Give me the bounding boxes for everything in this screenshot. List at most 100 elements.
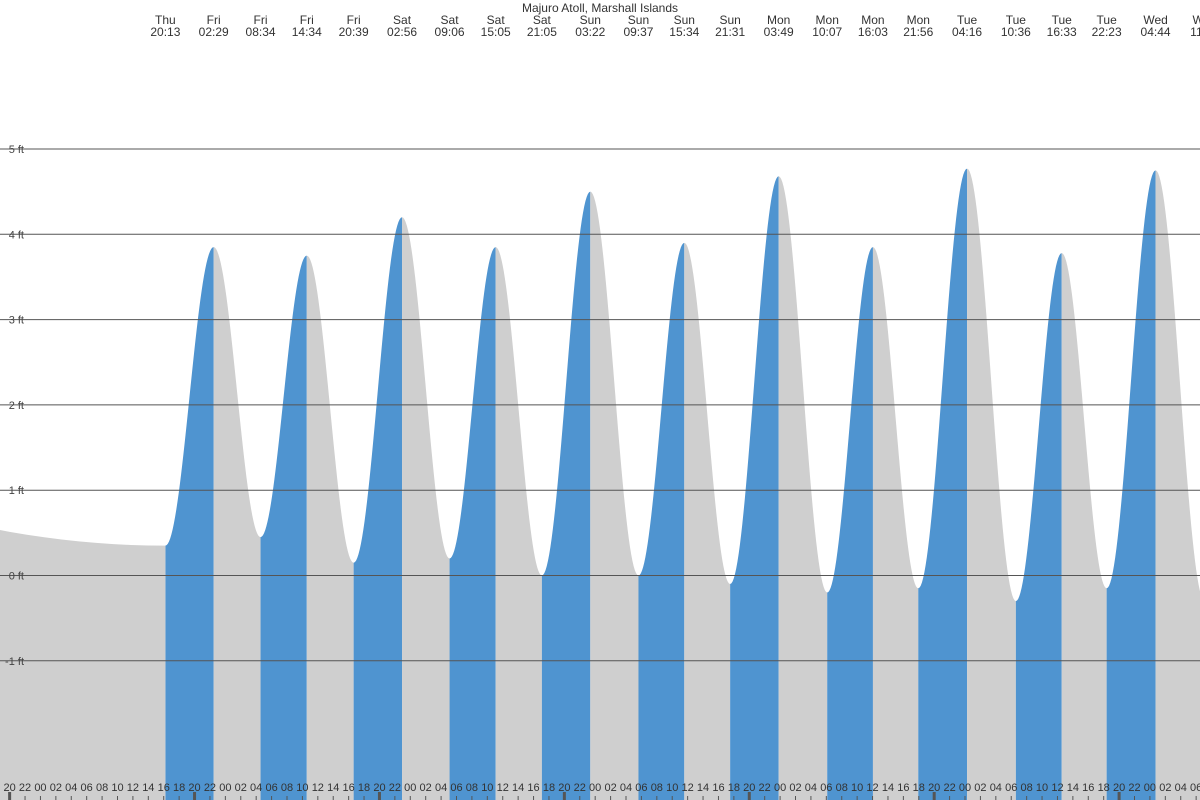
- extreme-time-labels: Thu20:13Fri02:29Fri08:34Fri14:34Fri20:39…: [150, 13, 1200, 39]
- x-axis-tick-label: 16: [527, 782, 539, 794]
- extreme-time-label: 10:07: [812, 25, 842, 39]
- x-axis-tick-label: 12: [1051, 782, 1063, 794]
- x-axis-tick-label: 06: [1005, 782, 1017, 794]
- x-axis-tick-label: 10: [296, 782, 308, 794]
- rising-tide-segment: [1106, 170, 1156, 800]
- chart-title: Majuro Atoll, Marshall Islands: [522, 1, 678, 15]
- rising-tide-segment: [353, 217, 403, 800]
- y-axis-labels: 5 ft 4 ft 3 ft 2 ft 1 ft 0 ft -1 ft: [5, 144, 24, 668]
- rising-tide-segment: [638, 242, 685, 800]
- x-axis-tick-label: 08: [96, 782, 108, 794]
- x-axis-tick-label: 22: [574, 782, 586, 794]
- extreme-day-label: Sat: [393, 13, 412, 27]
- extreme-day-label: Sun: [719, 13, 740, 27]
- extreme-time-label: 04:16: [952, 25, 982, 39]
- grid-lines: [0, 148, 1200, 662]
- extreme-day-label: Tue: [1052, 13, 1073, 27]
- x-axis-tick-label: 18: [913, 782, 925, 794]
- x-axis-tick-label: 12: [127, 782, 139, 794]
- x-axis-tick-label: 10: [666, 782, 678, 794]
- extreme-time-label: 16:03: [858, 25, 888, 39]
- x-axis-tick-label: 06: [81, 782, 93, 794]
- extreme-time-label: 04:44: [1141, 25, 1171, 39]
- x-axis-tick-label: 20: [373, 782, 385, 794]
- falling-tide-segment: [402, 217, 450, 800]
- x-axis-tick-label: 20: [1113, 782, 1125, 794]
- x-axis-tick-label: 00: [774, 782, 786, 794]
- extreme-day-label: Tue: [957, 13, 978, 27]
- tide-areas: [0, 168, 1200, 800]
- x-axis-tick-label: 22: [1128, 782, 1140, 794]
- x-axis-tick-label: 02: [789, 782, 801, 794]
- x-axis-tick-label: 10: [1036, 782, 1048, 794]
- extreme-day-label: Fri: [347, 13, 361, 27]
- x-axis-tick-label: 14: [697, 782, 709, 794]
- extreme-day-label: Tue: [1006, 13, 1027, 27]
- rising-tide-segment: [730, 176, 779, 800]
- x-axis-tick-label: 16: [712, 782, 724, 794]
- x-axis-tick-label: 00: [959, 782, 971, 794]
- extreme-day-label: Sun: [628, 13, 649, 27]
- x-axis-tick-label: 20: [928, 782, 940, 794]
- y-axis-label: 0 ft: [9, 571, 24, 583]
- x-axis-tick-label: 18: [173, 782, 185, 794]
- x-axis-tick-label: 10: [481, 782, 493, 794]
- x-axis-tick-label: 14: [512, 782, 524, 794]
- x-axis-tick-label: 06: [265, 782, 277, 794]
- x-axis-tick-label: 06: [635, 782, 647, 794]
- extreme-time-label: 21:05: [527, 25, 557, 39]
- extreme-time-label: 22:23: [1092, 25, 1122, 39]
- x-axis-tick-label: 02: [420, 782, 432, 794]
- x-axis-tick-label: 22: [389, 782, 401, 794]
- x-axis-tick-label: 08: [651, 782, 663, 794]
- extreme-time-label: 10:36: [1001, 25, 1031, 39]
- x-axis-tick-label: 20: [558, 782, 570, 794]
- x-axis-tick-label: 08: [281, 782, 293, 794]
- x-axis-tick-label: 04: [805, 782, 817, 794]
- x-axis-tick-label: 00: [589, 782, 601, 794]
- extreme-day-label: Mon: [816, 13, 839, 27]
- x-axis-tick-label: 18: [358, 782, 370, 794]
- x-axis-tick-label: 04: [620, 782, 632, 794]
- extreme-time-label: 16:33: [1047, 25, 1077, 39]
- x-axis-tick-label: 04: [250, 782, 262, 794]
- extreme-time-label: 14:34: [292, 25, 322, 39]
- falling-tide-segment: [590, 191, 639, 800]
- x-axis-tick-label: 06: [820, 782, 832, 794]
- y-axis-label: 4 ft: [9, 229, 24, 241]
- extreme-day-label: Mon: [907, 13, 930, 27]
- x-axis-tick-label: 18: [1098, 782, 1110, 794]
- extreme-time-label: 20:13: [150, 25, 180, 39]
- x-axis-tick-label: 12: [682, 782, 694, 794]
- rising-tide-segment: [918, 168, 968, 800]
- x-axis-tick-label: 00: [219, 782, 231, 794]
- extreme-time-label: 21:31: [715, 25, 745, 39]
- x-axis-tick-label: 04: [65, 782, 77, 794]
- extreme-time-label: 15:05: [481, 25, 511, 39]
- x-axis-tick-label: 14: [882, 782, 894, 794]
- x-axis-tick-label: 16: [158, 782, 170, 794]
- extreme-day-label: Wed: [1143, 13, 1167, 27]
- x-axis-tick-label: 18: [728, 782, 740, 794]
- extreme-time-label: 03:49: [764, 25, 794, 39]
- extreme-day-label: Sat: [487, 13, 506, 27]
- extreme-time-label: 21:56: [903, 25, 933, 39]
- x-axis-tick-label: 02: [235, 782, 247, 794]
- x-axis-hour-ticks: 20 22 00 02 04 06 08 10 12 14 16 18 20 22 00 02 04 06 08 10…: [4, 782, 1200, 800]
- falling-tide-segment: [1061, 253, 1107, 800]
- rising-tide-segment: [541, 191, 591, 800]
- x-axis-tick-label: 08: [466, 782, 478, 794]
